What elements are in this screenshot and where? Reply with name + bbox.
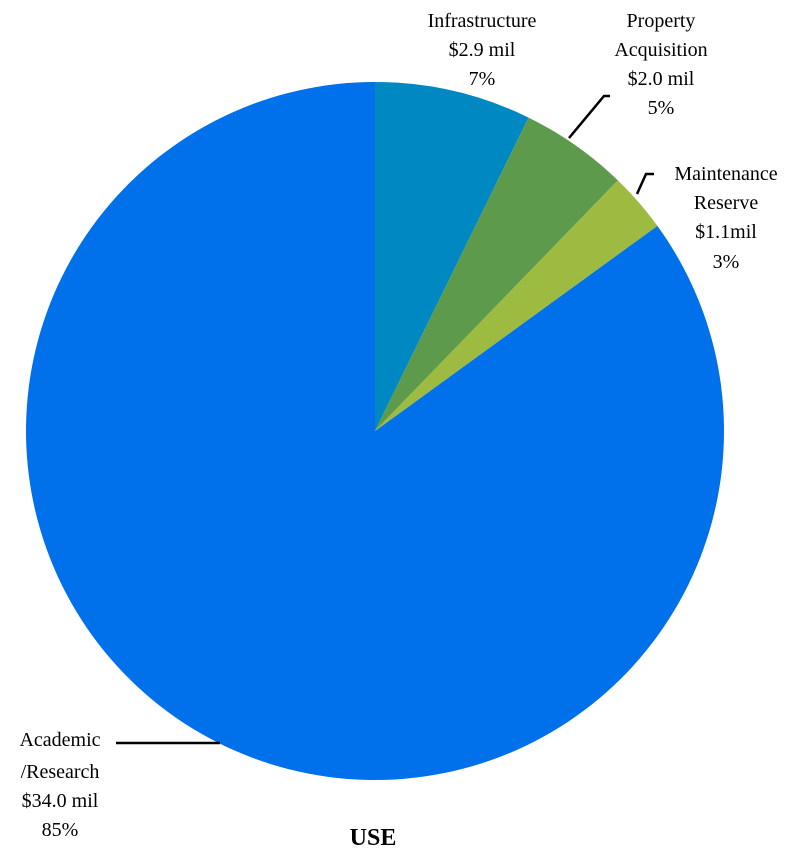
label-academic-percent: 85% [42,819,79,841]
label-maintenance-line1: Maintenance [674,163,777,185]
leader-lines [116,94,654,745]
label-property-line1: Property [627,10,696,32]
slice-infrastructure [375,82,529,431]
label-academic-value: $34.0 mil [22,790,99,812]
chart-title: USE [350,825,397,851]
slice-academic-research [26,82,725,781]
pie-slices [26,82,725,781]
slice-maintenance-reserve [375,180,658,431]
label-property-percent: 5% [648,97,675,119]
label-maintenance-percent: 3% [713,251,740,273]
slice-property-acquisition [375,117,618,431]
leader-line-maintenance [635,172,654,195]
label-academic-line2: /Research [21,761,100,783]
label-infrastructure-percent: 7% [469,68,496,90]
label-infrastructure-value: $2.9 mil [449,39,516,61]
label-academic-line1: Academic [19,729,100,751]
label-maintenance-line2: Reserve [694,192,759,214]
label-maintenance-value: $1.1mil [695,221,757,243]
leader-line-property [568,94,610,139]
label-property-line2: Acquisition [614,39,707,61]
label-infrastructure-line1: Infrastructure [428,10,537,32]
label-property-value: $2.0 mil [628,68,695,90]
slice-labels: Academic /Research $34.0 mil 85% Infrast… [19,10,777,841]
